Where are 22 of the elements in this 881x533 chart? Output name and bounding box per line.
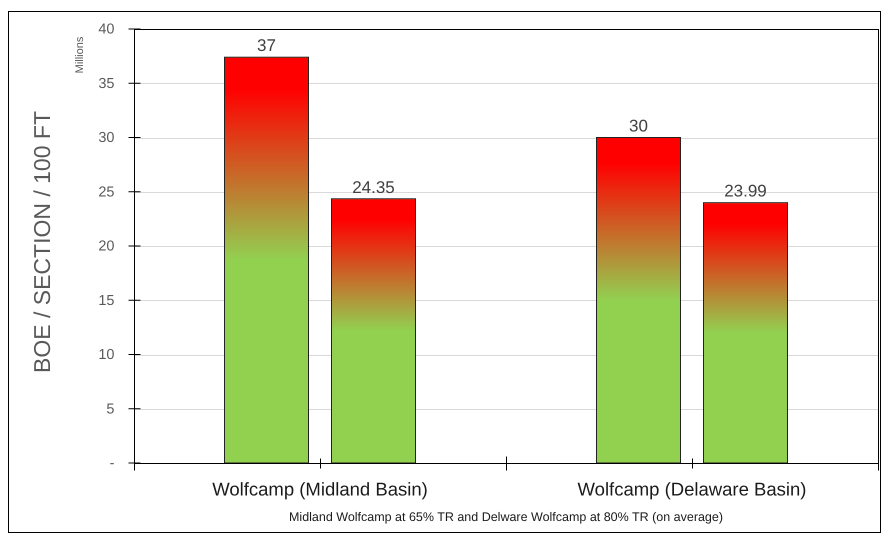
y-tick-label: 10 [98, 347, 114, 364]
bar [596, 137, 682, 464]
y-tick-label: 30 [98, 130, 114, 146]
y-tick-label: 40 [98, 22, 114, 38]
data-label: 23.99 [724, 182, 767, 201]
y-tick-label: 5 [106, 401, 114, 418]
data-label: 24.35 [352, 178, 395, 197]
y-tick-label: 15 [98, 292, 114, 309]
x-axis-title: Midland Wolfcamp at 65% TR and Delware Wolfcamp at 80% TR (on average) [289, 510, 723, 524]
y-tick-label: 20 [98, 238, 114, 255]
bar [224, 56, 310, 464]
data-label: 37 [257, 36, 276, 56]
x-tick-label: Wolfcamp (Delaware Basin) [578, 478, 806, 500]
y-axis-title: BOE / SECTION / 100 FT [29, 110, 55, 374]
y-tick-label: - [110, 456, 115, 472]
data-label: 30 [629, 116, 648, 136]
y-tick-label: 35 [98, 76, 114, 92]
bar [330, 198, 416, 464]
text: Millions [74, 36, 86, 74]
x-tick-label: Wolfcamp (Midland Basin) [212, 478, 428, 500]
bar [702, 202, 788, 464]
y-tick-label: 25 [98, 184, 114, 200]
